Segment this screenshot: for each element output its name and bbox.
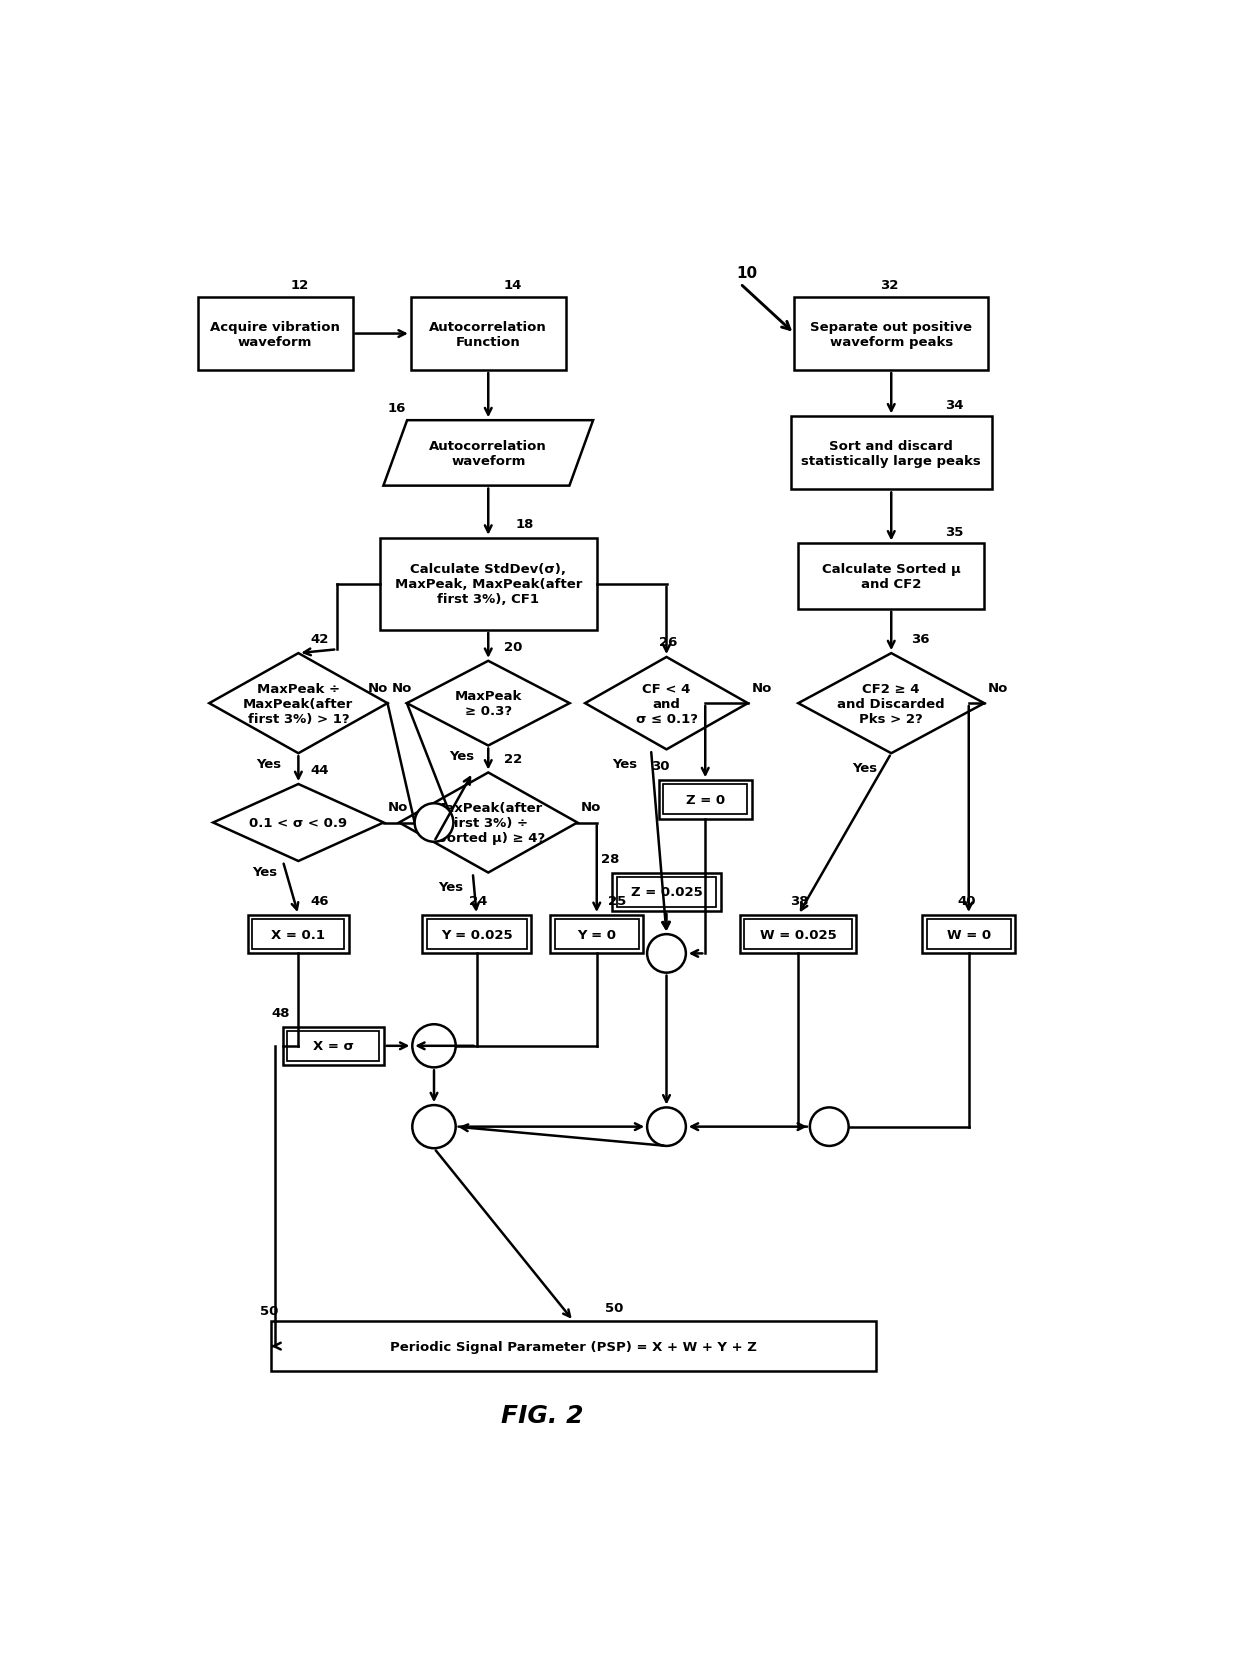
- Text: 12: 12: [290, 280, 309, 291]
- Text: 40: 40: [957, 895, 976, 907]
- Text: W = 0: W = 0: [946, 929, 991, 942]
- Text: Y = 0: Y = 0: [578, 929, 616, 942]
- Text: MaxPeak ÷
MaxPeak(after
first 3%) > 1?: MaxPeak ÷ MaxPeak(after first 3%) > 1?: [243, 682, 353, 726]
- Text: Sort and discard
statistically large peaks: Sort and discard statistically large pea…: [801, 439, 981, 468]
- Text: 42: 42: [310, 632, 329, 646]
- Text: Calculate Sorted μ
and CF2: Calculate Sorted μ and CF2: [822, 562, 961, 591]
- Polygon shape: [210, 654, 387, 754]
- Text: Y = 0.025: Y = 0.025: [440, 929, 512, 942]
- Text: 30: 30: [651, 760, 670, 774]
- Circle shape: [412, 1105, 456, 1148]
- Text: Calculate StdDev(σ),
MaxPeak, MaxPeak(after
first 3%), CF1: Calculate StdDev(σ), MaxPeak, MaxPeak(af…: [394, 562, 582, 606]
- Text: X = 0.1: X = 0.1: [272, 929, 325, 942]
- Circle shape: [414, 804, 454, 842]
- Polygon shape: [585, 657, 748, 750]
- Text: Yes: Yes: [613, 757, 637, 770]
- Text: Yes: Yes: [255, 757, 281, 770]
- Circle shape: [647, 935, 686, 973]
- FancyBboxPatch shape: [551, 915, 644, 953]
- Circle shape: [412, 1025, 456, 1068]
- FancyBboxPatch shape: [379, 537, 596, 631]
- Text: Separate out positive
waveform peaks: Separate out positive waveform peaks: [810, 321, 972, 348]
- FancyBboxPatch shape: [248, 915, 348, 953]
- Text: X = σ: X = σ: [312, 1040, 353, 1053]
- Text: 25: 25: [609, 895, 626, 907]
- FancyBboxPatch shape: [423, 915, 531, 953]
- Text: Acquire vibration
waveform: Acquire vibration waveform: [211, 321, 340, 348]
- Text: 38: 38: [791, 895, 808, 907]
- Text: Yes: Yes: [853, 762, 878, 774]
- Text: Autocorrelation
waveform: Autocorrelation waveform: [429, 439, 547, 468]
- Text: No: No: [392, 682, 412, 694]
- Polygon shape: [407, 661, 569, 745]
- Polygon shape: [383, 421, 593, 486]
- Polygon shape: [213, 784, 383, 862]
- Text: Yes: Yes: [438, 880, 463, 894]
- Text: 34: 34: [945, 398, 963, 411]
- Text: 50: 50: [259, 1305, 278, 1318]
- Text: CF2 ≥ 4
and Discarded
Pks > 2?: CF2 ≥ 4 and Discarded Pks > 2?: [837, 682, 945, 726]
- Text: 35: 35: [945, 526, 963, 537]
- FancyBboxPatch shape: [288, 1032, 379, 1062]
- FancyBboxPatch shape: [272, 1321, 875, 1371]
- Text: Z = 0: Z = 0: [686, 794, 725, 807]
- FancyBboxPatch shape: [923, 915, 1016, 953]
- Text: 14: 14: [503, 280, 522, 291]
- Text: MaxPeak(after
first 3%) ÷
(Sorted μ) ≥ 4?: MaxPeak(after first 3%) ÷ (Sorted μ) ≥ 4…: [432, 802, 546, 845]
- Text: CF < 4
and
σ ≤ 0.1?: CF < 4 and σ ≤ 0.1?: [635, 682, 697, 726]
- Text: MaxPeak
≥ 0.3?: MaxPeak ≥ 0.3?: [455, 691, 522, 717]
- Text: 46: 46: [310, 895, 329, 907]
- Text: 0.1 < σ < 0.9: 0.1 < σ < 0.9: [249, 817, 347, 829]
- Text: FIG. 2: FIG. 2: [501, 1403, 584, 1428]
- Text: W = 0.025: W = 0.025: [760, 929, 837, 942]
- Text: 44: 44: [310, 764, 329, 777]
- Text: No: No: [582, 800, 601, 814]
- Text: 32: 32: [879, 280, 898, 291]
- FancyBboxPatch shape: [283, 1027, 383, 1065]
- Circle shape: [810, 1108, 848, 1146]
- Text: 50: 50: [605, 1301, 622, 1315]
- FancyBboxPatch shape: [744, 920, 852, 950]
- FancyBboxPatch shape: [799, 544, 985, 609]
- FancyBboxPatch shape: [410, 298, 565, 371]
- Text: No: No: [368, 682, 388, 694]
- Text: 26: 26: [658, 636, 677, 649]
- Text: 28: 28: [600, 852, 619, 865]
- Text: Z = 0.025: Z = 0.025: [631, 885, 702, 899]
- Text: 22: 22: [503, 752, 522, 765]
- FancyBboxPatch shape: [740, 915, 857, 953]
- FancyBboxPatch shape: [554, 920, 639, 950]
- FancyBboxPatch shape: [616, 877, 717, 907]
- Text: 24: 24: [469, 895, 487, 907]
- Text: No: No: [988, 682, 1008, 694]
- FancyBboxPatch shape: [613, 874, 720, 912]
- FancyBboxPatch shape: [658, 780, 751, 819]
- FancyBboxPatch shape: [252, 920, 345, 950]
- Text: 36: 36: [910, 632, 929, 646]
- Text: No: No: [751, 682, 773, 694]
- Text: Yes: Yes: [449, 750, 475, 762]
- FancyBboxPatch shape: [791, 418, 992, 491]
- Polygon shape: [799, 654, 985, 754]
- FancyBboxPatch shape: [795, 298, 988, 371]
- Circle shape: [647, 1108, 686, 1146]
- Polygon shape: [399, 774, 578, 874]
- FancyBboxPatch shape: [197, 298, 352, 371]
- FancyBboxPatch shape: [427, 920, 527, 950]
- Text: 18: 18: [516, 518, 533, 531]
- Text: 20: 20: [503, 641, 522, 654]
- FancyBboxPatch shape: [663, 785, 748, 815]
- Text: 16: 16: [387, 403, 405, 414]
- Text: Yes: Yes: [252, 865, 277, 879]
- FancyBboxPatch shape: [926, 920, 1011, 950]
- Text: 48: 48: [272, 1007, 290, 1020]
- Text: No: No: [387, 800, 408, 814]
- Text: 10: 10: [737, 266, 758, 281]
- Text: Periodic Signal Parameter (PSP) = X + W + Y + Z: Periodic Signal Parameter (PSP) = X + W …: [391, 1340, 756, 1353]
- Text: Autocorrelation
Function: Autocorrelation Function: [429, 321, 547, 348]
